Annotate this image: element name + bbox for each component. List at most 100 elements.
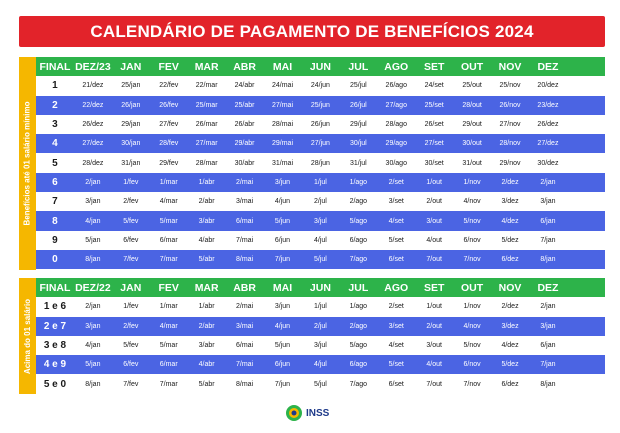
payment-date-cell: 1/jul: [313, 303, 327, 311]
payment-date-cell: 1/abr: [198, 303, 215, 311]
payment-date-cell: 28/dez: [82, 159, 104, 167]
final-digit-cell: 5: [52, 157, 58, 169]
final-digit-cell: 6: [52, 176, 58, 188]
payment-date-cell: 7/ago: [349, 256, 368, 264]
payment-date-cell: 5/dez: [501, 361, 519, 369]
payment-date-cell: 28/out: [462, 101, 482, 109]
payment-date-cell: 21/dez: [82, 82, 104, 90]
final-digit-cell: 4 e 9: [43, 359, 67, 371]
payment-date-cell: 7/nov: [463, 256, 481, 264]
column-header: MAR: [194, 60, 219, 73]
payment-date-cell: 4/set: [388, 342, 404, 350]
payment-date-cell: 22/fev: [159, 82, 179, 90]
payment-date-cell: 4/nov: [463, 322, 481, 330]
final-digit-cell: 0: [52, 254, 58, 266]
payment-date-cell: 3/abr: [198, 342, 215, 350]
payment-date-cell: 1/fev: [123, 178, 139, 186]
payment-date-cell: 7/out: [426, 256, 442, 264]
payment-date-cell: 5/jun: [274, 342, 291, 350]
payment-date-cell: 1/mar: [159, 178, 178, 186]
payment-date-cell: 3/abr: [198, 217, 215, 225]
payment-date-cell: 29/jan: [121, 121, 141, 129]
payment-date-cell: 3/out: [426, 342, 442, 350]
column-header: DEZ/23: [75, 60, 111, 73]
final-digit-cell: 3 e 8: [43, 340, 67, 352]
payment-date-cell: 4/set: [388, 217, 404, 225]
payment-date-cell: 2/jan: [85, 303, 101, 311]
payment-date-cell: 2/ago: [349, 198, 368, 206]
payment-date-cell: 25/nov: [499, 82, 521, 90]
payment-date-cell: 6/jan: [540, 342, 556, 350]
payment-date-cell: 7/jan: [540, 236, 556, 244]
payment-date-cell: 27/fev: [159, 121, 179, 129]
payment-date-cell: 3/set: [388, 322, 404, 330]
column-header: ABR: [233, 60, 256, 73]
payment-date-cell: 4/jun: [274, 322, 291, 330]
payment-date-cell: 25/jul: [349, 82, 367, 90]
payment-date-cell: 8/jan: [540, 256, 556, 264]
table-row: 1 e 6 2/jan 1/fev 1/mar 1/abr 2/mai 3/jun 1/jul…: [36, 297, 605, 317]
payment-date-cell: 3/jan: [540, 322, 556, 330]
payment-date-cell: 22/mar: [195, 82, 218, 90]
payment-date-cell: 22/dez: [82, 101, 104, 109]
payment-date-cell: 27/ago: [385, 101, 407, 109]
column-header: JUN: [309, 281, 331, 294]
payment-date-cell: 26/fev: [159, 101, 179, 109]
payment-date-cell: 26/nov: [499, 101, 521, 109]
payment-date-cell: 2/jan: [540, 303, 556, 311]
payment-date-cell: 5/nov: [463, 342, 481, 350]
payment-date-cell: 8/mai: [236, 256, 254, 264]
payment-date-cell: 5/jan: [85, 236, 101, 244]
column-header: JUL: [348, 281, 369, 294]
payment-date-cell: 6/ago: [349, 361, 368, 369]
final-digit-cell: 2 e 7: [43, 320, 67, 332]
payment-date-cell: 5/mar: [159, 342, 178, 350]
column-header: NOV: [498, 60, 522, 73]
final-digit-cell: 3: [52, 119, 58, 131]
payment-date-cell: 30/ago: [385, 159, 407, 167]
payment-date-cell: 4/abr: [198, 361, 215, 369]
payment-date-cell: 4/jan: [85, 217, 101, 225]
payment-date-cell: 4/dez: [501, 342, 519, 350]
final-digit-cell: 9: [52, 234, 58, 246]
payment-date-cell: 7/mai: [236, 361, 254, 369]
payment-date-cell: 3/mai: [236, 322, 254, 330]
payment-date-cell: 25/jan: [121, 82, 141, 90]
payment-date-cell: 30/jul: [349, 140, 367, 148]
final-digit-cell: 5 e 0: [43, 378, 67, 390]
payment-date-cell: 5/abr: [198, 380, 215, 388]
payment-date-cell: 30/jan: [121, 140, 141, 148]
payment-date-cell: 8/mai: [236, 380, 254, 388]
table-row: 0 8/jan 7/fev 7/mar 5/abr 8/mai 7/jun 5/jul 7/ag…: [36, 249, 605, 270]
payment-date-cell: 28/fev: [159, 140, 179, 148]
payment-date-cell: 5/ago: [349, 217, 368, 225]
payment-date-cell: 8/jan: [85, 380, 101, 388]
payment-date-cell: 4/mar: [159, 322, 178, 330]
payment-date-cell: 2/jan: [540, 178, 556, 186]
payment-date-cell: 7/fev: [123, 380, 139, 388]
payment-date-cell: 27/set: [424, 140, 444, 148]
column-header: AGO: [384, 60, 409, 73]
payment-date-cell: 30/set: [424, 159, 444, 167]
payment-date-cell: 31/mai: [271, 159, 293, 167]
payment-date-cell: 3/set: [388, 198, 404, 206]
payment-date-cell: 2/jan: [85, 178, 101, 186]
payment-date-cell: 30/out: [462, 140, 482, 148]
payment-date-cell: 26/ago: [385, 82, 407, 90]
payment-date-cell: 6/nov: [463, 236, 481, 244]
payment-date-cell: 5/abr: [198, 256, 215, 264]
table-row: 3 26/dez 29/jan 27/fev 26/mar 26/abr 28/mai 26/…: [36, 114, 605, 135]
payment-date-cell: 4/jun: [274, 198, 291, 206]
payment-date-cell: 1/out: [426, 178, 442, 186]
final-digit-cell: 8: [52, 215, 58, 227]
payment-date-cell: 3/dez: [501, 198, 519, 206]
payment-date-cell: 4/nov: [463, 198, 481, 206]
column-header: OUT: [461, 60, 484, 73]
payment-date-cell: 26/jan: [121, 101, 141, 109]
final-digit-cell: 7: [52, 196, 58, 208]
payment-date-cell: 4/jul: [313, 236, 327, 244]
column-header: FINAL: [39, 60, 71, 73]
payment-date-cell: 4/jul: [313, 361, 327, 369]
table-row: 8 4/jan 5/fev 5/mar 3/abr 6/mai 5/jun 3/jul 5/ag…: [36, 211, 605, 231]
payment-date-cell: 2/jul: [313, 198, 327, 206]
